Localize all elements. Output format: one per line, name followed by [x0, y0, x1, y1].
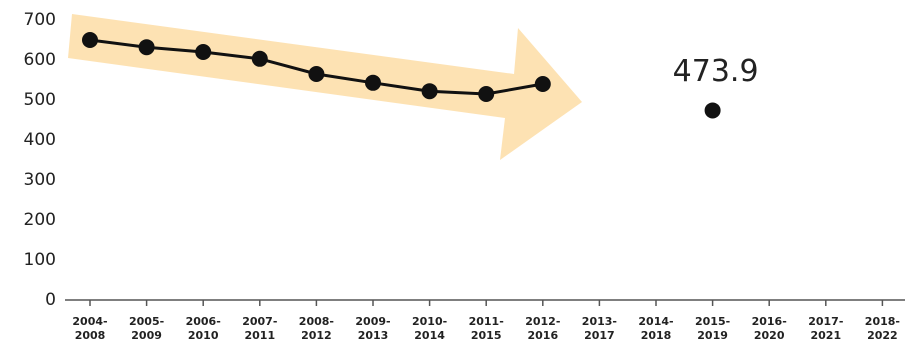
x-tick-label: 2004-2008	[72, 315, 107, 342]
x-tick-line: 2009-	[355, 315, 390, 328]
data-point	[195, 44, 212, 60]
x-tick-line: 2010	[188, 329, 219, 342]
x-tick-label: 2008-2012	[299, 315, 334, 342]
data-point	[308, 66, 325, 82]
x-tick-line: 2011	[244, 329, 275, 342]
x-tick-line: 2016	[527, 329, 558, 342]
x-tick-label: 2013-2017	[582, 315, 617, 342]
x-tick-line: 2012-	[525, 315, 560, 328]
y-tick-label: 500	[24, 90, 56, 110]
y-tick-label: 200	[24, 210, 56, 230]
y-tick-label: 300	[24, 170, 56, 190]
x-tick-line: 2021	[810, 329, 841, 342]
x-tick-label: 2009-2013	[355, 315, 390, 342]
x-tick-line: 2008-	[299, 315, 334, 328]
x-tick-line: 2004-	[72, 315, 107, 328]
x-tick-line: 2012	[301, 329, 332, 342]
data-point	[365, 74, 381, 91]
x-tick-line: 2019	[697, 329, 728, 342]
data-point	[138, 39, 155, 56]
x-tick-line: 2018	[641, 329, 672, 342]
y-tick-label: 700	[24, 10, 56, 30]
x-tick-line: 2008	[75, 329, 106, 342]
y-tick-label: 100	[24, 250, 56, 270]
y-tick-label: 400	[24, 130, 56, 150]
x-tick-line: 2015-	[695, 315, 730, 328]
x-tick-line: 2009	[131, 329, 162, 342]
x-tick-label: 2015-2019	[695, 315, 730, 342]
x-tick-label: 2006-2010	[186, 315, 221, 342]
x-tick-line: 2014	[414, 329, 445, 342]
x-tick-label: 2014-2018	[638, 315, 673, 342]
x-tick-label: 2016-2020	[752, 315, 787, 342]
x-tick-label: 2010-2014	[412, 315, 447, 342]
x-tick-line: 2013	[358, 329, 389, 342]
x-tick-line: 2014-	[638, 315, 673, 328]
x-tick-label: 2007-2011	[242, 315, 277, 342]
x-tick-line: 2013-	[582, 315, 617, 328]
y-tick-label: 0	[45, 290, 56, 310]
x-tick-line: 2018-	[865, 315, 900, 328]
x-tick-line: 2017	[584, 329, 615, 342]
data-point	[478, 86, 495, 102]
trend-arrow	[68, 14, 582, 160]
data-point	[704, 102, 721, 119]
x-tick-line: 2006-	[186, 315, 221, 328]
x-tick-line: 2022	[867, 329, 898, 342]
data-label: 473.9	[673, 54, 759, 89]
x-tick-line: 2020	[754, 329, 785, 342]
x-tick-label: 2011-2015	[469, 315, 504, 342]
data-point	[82, 32, 98, 48]
x-tick-line: 2011-	[469, 315, 504, 328]
x-tick-line: 2016-	[752, 315, 787, 328]
x-tick-line: 2017-	[808, 315, 843, 328]
x-tick-line: 2015	[471, 329, 502, 342]
data-point	[251, 50, 268, 67]
x-tick-line: 2007-	[242, 315, 277, 328]
x-tick-label: 2012-2016	[525, 315, 560, 342]
x-tick-label: 2018-2022	[865, 315, 900, 342]
y-tick-label: 600	[24, 50, 56, 70]
x-tick-line: 2010-	[412, 315, 447, 328]
data-point	[534, 76, 551, 92]
data-point	[421, 83, 438, 100]
x-tick-label: 2017-2021	[808, 315, 843, 342]
x-tick-label: 2005-2009	[129, 315, 164, 342]
x-tick-line: 2005-	[129, 315, 164, 328]
